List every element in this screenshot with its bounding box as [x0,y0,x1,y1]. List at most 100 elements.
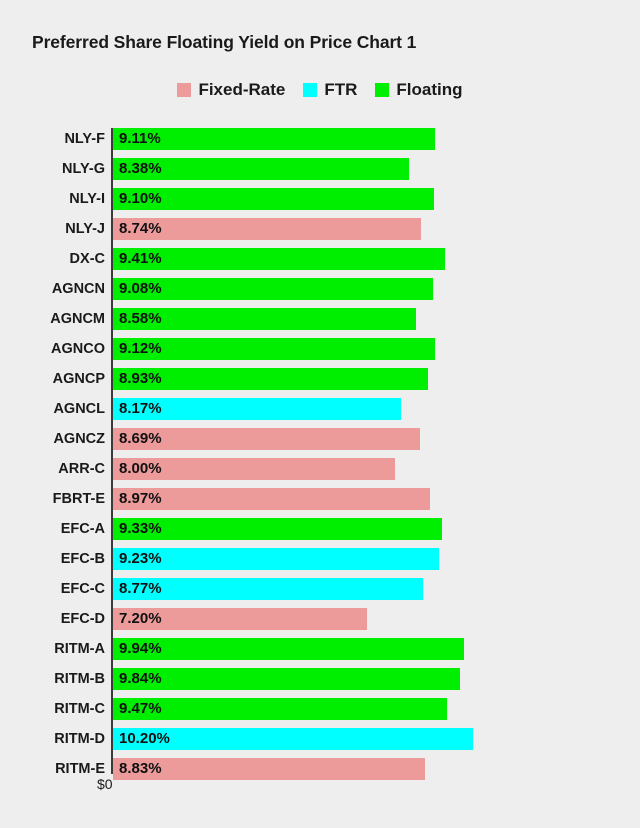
y-axis-line [111,128,113,774]
bar-category-label: RITM-A [54,641,105,657]
chart-bar-row: RITM-D 10.20% [0,724,640,754]
chart-title: Preferred Share Floating Yield on Price … [32,32,417,52]
bar-category-label: ARR-C [58,461,105,477]
bar-value-label: 10.20% [119,730,170,747]
plot-area: NLY-F 9.11% NLY-G 8.38% NLY-I 9.10% NLY-J 8.74%… [0,124,640,780]
bar-rect[interactable] [113,578,423,600]
bar-category-label: EFC-B [60,551,105,567]
bar-rect[interactable] [113,698,448,720]
legend-label: Fixed-Rate [198,80,286,99]
chart-bar-row: RITM-E 8.83% [0,754,640,784]
bar-category-label: NLY-F [64,131,105,147]
bar-rect[interactable] [113,728,473,750]
chart-bar-row: RITM-A 9.94% [0,634,640,664]
bar-value-label: 8.77% [119,580,162,597]
chart-bar-row: RITM-C 9.47% [0,694,640,724]
chart-bar-row: NLY-F 9.11% [0,124,640,154]
bar-value-label: 8.93% [119,370,162,387]
legend-swatch-icon [177,83,192,97]
chart-bar-row: ARR-C 8.00% [0,454,640,484]
bar-category-label: EFC-D [60,611,105,627]
legend-swatch-icon [303,83,318,97]
bar-rect[interactable] [113,218,422,240]
bar-category-label: RITM-D [54,731,105,747]
bar-value-label: 8.83% [119,760,162,777]
bar-category-label: EFC-A [60,521,105,537]
chart-legend: Fixed-Rate FTR Floating [0,80,640,100]
bar-value-label: 8.00% [119,460,162,477]
chart-bar-row: AGNCL 8.17% [0,394,640,424]
bar-rect[interactable] [113,398,402,420]
bar-value-label: 8.17% [119,400,162,417]
bar-category-label: AGNCO [51,341,105,357]
chart-bar-row: AGNCO 9.12% [0,334,640,364]
chart-bar-row: AGNCP 8.93% [0,364,640,394]
bar-rect[interactable] [113,368,429,390]
bar-value-label: 9.23% [119,550,162,567]
bar-value-label: 9.47% [119,700,162,717]
bar-category-label: EFC-C [60,581,105,597]
bar-category-label: RITM-B [54,671,105,687]
bar-category-label: FBRT-E [52,491,105,507]
bar-value-label: 9.12% [119,340,162,357]
chart-bar-row: DX-C 9.41% [0,244,640,274]
chart-bar-row: NLY-J 8.74% [0,214,640,244]
x-axis-tick-label-zero: $0 [97,776,113,792]
bar-rect[interactable] [113,488,430,510]
bar-rect[interactable] [113,668,461,690]
bar-rect[interactable] [113,638,464,660]
bar-category-label: AGNCZ [53,431,105,447]
bar-rect[interactable] [113,548,439,570]
bar-category-label: DX-C [69,251,105,267]
bar-value-label: 9.41% [119,250,162,267]
legend-item-fixed-rate[interactable]: Fixed-Rate [177,80,285,100]
chart-bar-row: EFC-D 7.20% [0,604,640,634]
bar-rect[interactable] [113,518,443,540]
bar-value-label: 9.84% [119,670,162,687]
bar-category-label: RITM-E [55,761,105,777]
bar-value-label: 8.38% [119,160,162,177]
bar-category-label: AGNCM [50,311,105,327]
legend-item-ftr[interactable]: FTR [303,80,357,100]
bar-rect[interactable] [113,158,409,180]
bar-value-label: 9.94% [119,640,162,657]
legend-swatch-icon [375,83,390,97]
legend-label: FTR [324,80,358,99]
bar-value-label: 9.33% [119,520,162,537]
bar-category-label: AGNCN [51,281,105,297]
legend-label: Floating [396,80,463,99]
bar-rect[interactable] [113,608,368,630]
legend-item-floating[interactable]: Floating [375,80,463,100]
chart-bar-row: EFC-C 8.77% [0,574,640,604]
bar-category-label: NLY-G [62,161,105,177]
chart-bar-row: AGNCZ 8.69% [0,424,640,454]
chart-bar-row: EFC-A 9.33% [0,514,640,544]
bar-rect[interactable] [113,188,435,210]
chart-bar-row: AGNCN 9.08% [0,274,640,304]
bar-category-label: NLY-I [69,191,105,207]
bar-rect[interactable] [113,278,434,300]
bar-rect[interactable] [113,248,446,270]
bar-rect[interactable] [113,458,396,480]
bar-value-label: 9.10% [119,190,162,207]
bar-rect[interactable] [113,428,420,450]
chart-bar-row: FBRT-E 8.97% [0,484,640,514]
bar-rect[interactable] [113,338,435,360]
chart-bar-row: EFC-B 9.23% [0,544,640,574]
bar-rect[interactable] [113,758,425,780]
chart-bar-row: AGNCM 8.58% [0,304,640,334]
bar-category-label: NLY-J [65,221,105,237]
chart-bar-row: RITM-B 9.84% [0,664,640,694]
bar-category-label: AGNCP [52,371,105,387]
bar-value-label: 8.97% [119,490,162,507]
chart-bar-row: NLY-G 8.38% [0,154,640,184]
chart-bar-row: NLY-I 9.10% [0,184,640,214]
bar-value-label: 7.20% [119,610,162,627]
bar-rect[interactable] [113,308,416,330]
bar-rect[interactable] [113,128,435,150]
bar-category-label: RITM-C [54,701,105,717]
bar-value-label: 8.74% [119,220,162,237]
bar-category-label: AGNCL [53,401,105,417]
bar-value-label: 9.11% [119,130,161,147]
